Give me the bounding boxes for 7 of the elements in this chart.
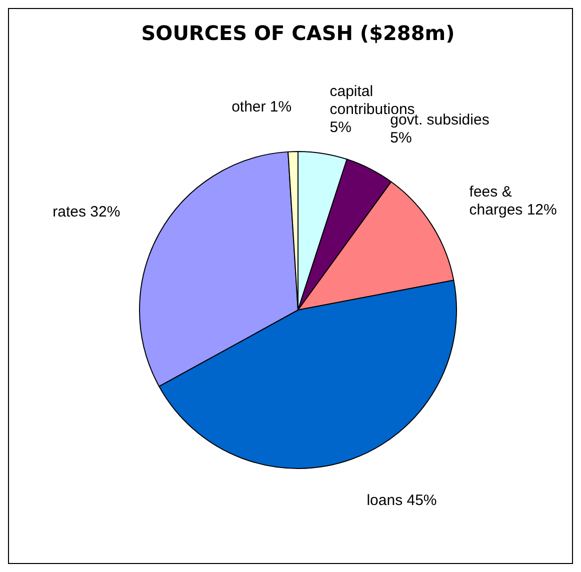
slice-label: other 1% [232,98,292,116]
slice-label: loans 45% [366,492,437,510]
slice-label: rates 32% [52,203,120,220]
data-label: 5% [390,129,412,146]
chart-title: SOURCES OF CASH ($288m) [141,21,455,46]
data-label: 5% [330,118,352,136]
slice-label: fees & charges 12% [469,183,557,218]
